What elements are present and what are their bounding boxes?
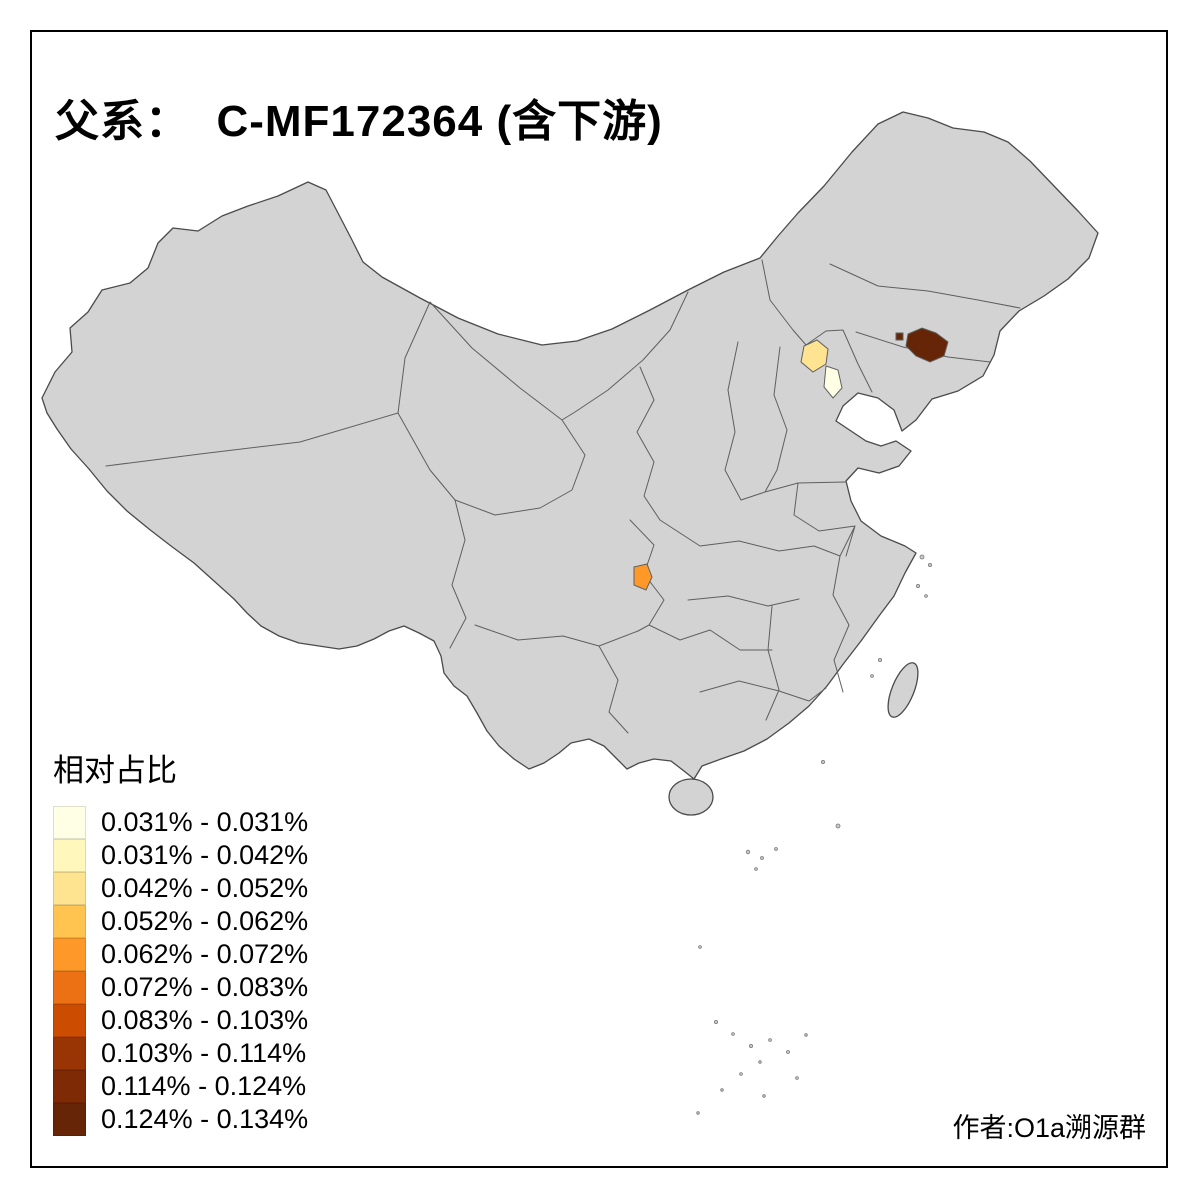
legend-item: 0.031% - 0.042%	[53, 839, 308, 872]
region-beijing	[800, 339, 829, 373]
legend-swatch	[53, 1103, 86, 1136]
legend-label: 0.031% - 0.031%	[101, 807, 309, 837]
legend-swatch	[53, 1070, 86, 1103]
map-title: 父系： C-MF172364 (含下游)	[55, 97, 663, 147]
legend-label: 0.072% - 0.083%	[101, 972, 309, 1002]
legend-item: 0.124% - 0.134%	[53, 1103, 308, 1136]
legend-swatch	[53, 839, 86, 872]
legend: 相对占比 0.031% - 0.031% 0.031% - 0.042% 0.042…	[53, 745, 308, 1136]
legend-label: 0.083% - 0.103%	[101, 1005, 309, 1035]
legend-swatch	[53, 938, 86, 971]
hainan-island	[668, 778, 714, 816]
legend-label: 0.114% - 0.124%	[101, 1071, 307, 1101]
legend-swatch	[53, 872, 86, 905]
legend-label: 0.062% - 0.072%	[101, 939, 309, 969]
legend-item: 0.042% - 0.052%	[53, 872, 308, 905]
legend-swatch	[53, 1037, 86, 1070]
legend-item: 0.052% - 0.062%	[53, 905, 308, 938]
china-mainland	[41, 111, 1099, 780]
legend-label: 0.042% - 0.052%	[101, 873, 309, 903]
legend-swatch	[53, 806, 86, 839]
legend-label: 0.031% - 0.042%	[101, 840, 309, 870]
region-tianjin	[823, 365, 843, 399]
legend-swatch	[53, 971, 86, 1004]
attribution: 作者:O1a溯源群	[952, 1113, 1146, 1143]
legend-item: 0.114% - 0.124%	[53, 1070, 308, 1103]
legend-label: 0.103% - 0.114%	[101, 1038, 307, 1068]
legend-item: 0.072% - 0.083%	[53, 971, 308, 1004]
taiwan-island	[887, 662, 919, 718]
region-west-liaoning	[895, 327, 949, 363]
south-china-sea-islands	[696, 554, 933, 1115]
legend-label: 0.052% - 0.062%	[101, 906, 309, 936]
legend-item: 0.062% - 0.072%	[53, 938, 308, 971]
legend-swatch	[53, 1004, 86, 1037]
legend-swatch	[53, 905, 86, 938]
legend-item: 0.031% - 0.031%	[53, 806, 308, 839]
legend-items: 0.031% - 0.031% 0.031% - 0.042% 0.042% - 0…	[53, 806, 308, 1136]
legend-item: 0.103% - 0.114%	[53, 1037, 308, 1070]
legend-title: 相对占比	[53, 753, 177, 788]
legend-label: 0.124% - 0.134%	[101, 1104, 309, 1134]
region-chongqing-area	[633, 563, 653, 591]
legend-item: 0.083% - 0.103%	[53, 1004, 308, 1037]
